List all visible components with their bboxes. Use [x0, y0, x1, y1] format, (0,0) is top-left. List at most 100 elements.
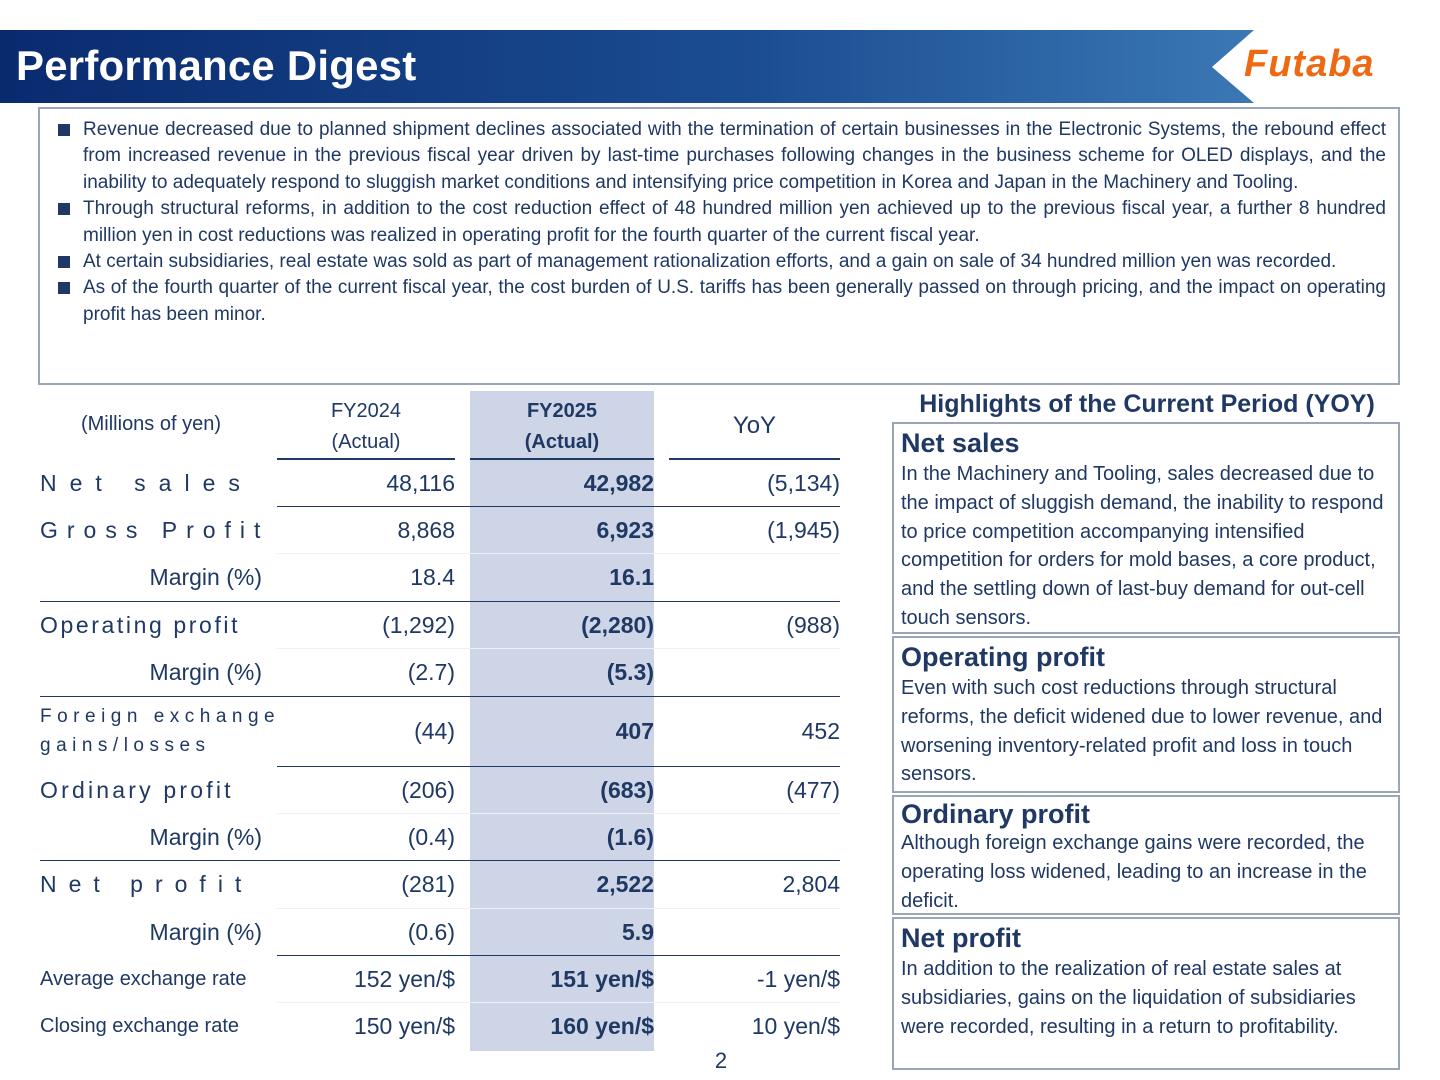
header-rule [277, 458, 455, 460]
highlight-card-operating-profit: Operating profit Even with such cost red… [892, 636, 1400, 793]
cell-fy2025: 5.9 [622, 919, 654, 945]
cell-fy2024: (0.6) [407, 919, 455, 945]
page-title: Performance Digest [16, 42, 417, 89]
cell-yoy [669, 909, 840, 956]
highlight-card-text: Although foreign exchange gains were rec… [901, 832, 1367, 912]
row-rule-faint [277, 813, 840, 814]
cell-yoy [669, 649, 840, 696]
square-bullet-icon [58, 124, 70, 136]
header-fy2024-type: (Actual) [331, 431, 401, 453]
header-fy2025-type: (Actual) [524, 431, 600, 453]
logo-area: Futaba [1212, 30, 1440, 103]
row-label: Net sales [40, 470, 253, 496]
table-row: Foreign exchange gains/losses (44) 407 4… [40, 697, 840, 765]
cell-fy2024: (1,292) [382, 612, 455, 638]
row-label: Margin (%) [149, 659, 262, 685]
row-rule-faint [277, 553, 840, 554]
cell-yoy: 2,804 [782, 871, 840, 897]
row-label: Margin (%) [149, 919, 262, 945]
square-bullet-icon [58, 203, 70, 216]
cell-fy2025: 16.1 [609, 564, 654, 590]
square-bullet-icon [58, 282, 70, 295]
summary-bullet-text: At certain subsidiaries, real estate was… [83, 251, 1337, 273]
table-row: Net sales 48,116 42,982 (5,134) [40, 460, 840, 507]
cell-fy2025: 42,982 [583, 470, 654, 496]
header-rule [669, 458, 840, 460]
highlight-card-ordinary-profit: Ordinary profit Although foreign exchang… [892, 795, 1400, 915]
cell-fy2024: 152 yen/$ [353, 966, 455, 992]
header-fy2025: FY2025 (Actual) [470, 396, 654, 458]
cell-fy2025: 151 yen/$ [550, 966, 654, 992]
highlight-card-text: In addition to the realization of real e… [901, 958, 1356, 1038]
row-rule [277, 955, 840, 956]
cell-yoy: (5,134) [767, 470, 840, 496]
header-fy2024-year: FY2024 [330, 400, 402, 422]
row-label: Average exchange rate [40, 968, 247, 990]
row-label-line1: Foreign exchange [40, 706, 281, 727]
cell-fy2024: (206) [401, 777, 455, 803]
cell-fy2025: 160 yen/$ [550, 1013, 654, 1039]
table-row: Margin (%) (0.6) 5.9 [40, 909, 840, 956]
fy2025-column-highlight [470, 391, 654, 1051]
summary-bullet: Through structural reforms, in addition … [58, 196, 1386, 249]
summary-bullet: At certain subsidiaries, real estate was… [58, 249, 1386, 275]
table-row: Operating profit (1,292) (2,280) (988) [40, 602, 840, 649]
row-label: Foreign exchange gains/losses [40, 697, 275, 765]
highlight-card-net-sales: Net sales In the Machinery and Tooling, … [892, 422, 1400, 634]
cell-fy2024: 18.4 [410, 564, 455, 590]
cell-fy2025: 6,923 [596, 517, 654, 543]
row-label: Closing exchange rate [40, 1015, 240, 1037]
cell-fy2025: (5.3) [606, 659, 654, 685]
row-rule-faint [277, 1002, 840, 1003]
cell-fy2024: 48,116 [386, 470, 455, 496]
header-yoy: YoY [732, 412, 777, 439]
cell-fy2025: (683) [600, 777, 654, 803]
row-label: Net profit [40, 871, 254, 897]
highlight-card-text: In the Machinery and Tooling, sales decr… [901, 463, 1384, 629]
row-label-line2: gains/losses [40, 735, 211, 756]
highlight-card-title: Net sales [901, 428, 1020, 458]
highlights-title: Highlights of the Current Period (YOY) [919, 390, 1375, 418]
row-rule [277, 766, 840, 767]
highlight-card-text: Even with such cost reductions through s… [901, 677, 1383, 786]
row-rule [40, 860, 840, 861]
table-row: Average exchange rate 152 yen/$ 151 yen/… [40, 956, 840, 1003]
page-number: 2 [714, 1048, 728, 1073]
cell-fy2025: 407 [615, 717, 654, 744]
cell-yoy [669, 554, 840, 601]
highlight-card-net-profit: Net profit In addition to the realizatio… [892, 917, 1400, 1070]
cell-fy2025: (2,280) [581, 612, 654, 638]
cell-fy2024: (281) [401, 871, 455, 897]
row-rule [40, 601, 840, 602]
highlight-card-title: Operating profit [901, 642, 1105, 672]
table-row: Ordinary profit (206) (683) (477) [40, 767, 840, 814]
summary-bullet-text: Revenue decreased due to planned shipmen… [83, 119, 1386, 193]
row-label: Operating profit [40, 612, 241, 638]
cell-fy2024: (2.7) [407, 659, 455, 685]
cell-fy2024: 150 yen/$ [353, 1013, 455, 1039]
table-row: Margin (%) 18.4 16.1 [40, 554, 840, 601]
cell-fy2025: (1.6) [606, 824, 654, 850]
table-row: Gross Profit 8,868 6,923 (1,945) [40, 507, 840, 554]
cell-yoy: (988) [786, 612, 840, 638]
row-label: Gross Profit [40, 517, 270, 543]
row-rule-faint [277, 908, 840, 909]
row-label: Ordinary profit [40, 777, 234, 803]
header-fy2024: FY2024 (Actual) [277, 396, 455, 458]
cell-yoy: -1 yen/$ [756, 966, 840, 992]
summary-bullet-text: Through structural reforms, in addition … [83, 198, 1386, 246]
title-bar: Performance Digest [0, 30, 1255, 103]
header-fy2025-year: FY2025 [526, 400, 598, 422]
square-bullet-icon [58, 256, 70, 269]
cell-fy2024: (44) [414, 717, 455, 744]
summary-bullet: Revenue decreased due to planned shipmen… [58, 117, 1386, 196]
financial-table: (Millions of yen) FY2024 (Actual) FY2025… [40, 391, 840, 1051]
cell-fy2024: (0.4) [407, 824, 455, 850]
cell-yoy [669, 814, 840, 861]
row-label: Margin (%) [149, 824, 262, 850]
futaba-logo: Futaba [1244, 43, 1375, 85]
cell-yoy: (477) [786, 777, 840, 803]
table-row: Margin (%) (2.7) (5.3) [40, 649, 840, 696]
table-row: Net profit (281) 2,522 2,804 [40, 861, 840, 908]
row-rule [40, 696, 840, 697]
